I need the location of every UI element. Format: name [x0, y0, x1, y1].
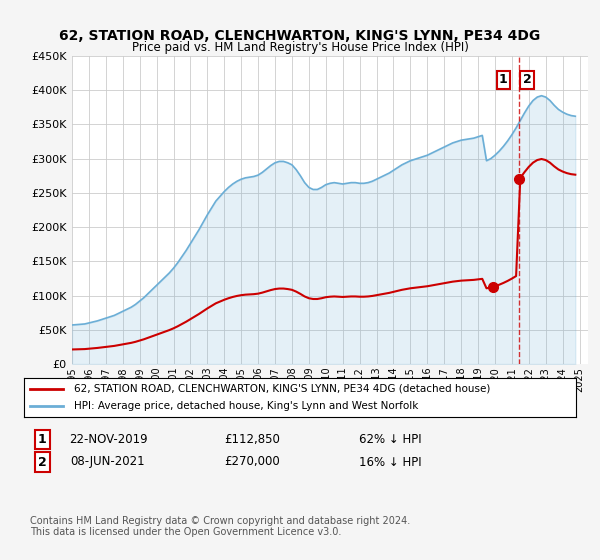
Text: 62% ↓ HPI: 62% ↓ HPI: [359, 433, 421, 446]
Text: 1: 1: [38, 433, 46, 446]
Text: £112,850: £112,850: [224, 433, 280, 446]
Text: Contains HM Land Registry data © Crown copyright and database right 2024.
This d: Contains HM Land Registry data © Crown c…: [30, 516, 410, 537]
Text: 2: 2: [523, 73, 532, 86]
Text: 62, STATION ROAD, CLENCHWARTON, KING'S LYNN, PE34 4DG (detached house): 62, STATION ROAD, CLENCHWARTON, KING'S L…: [74, 384, 490, 394]
Text: 22-NOV-2019: 22-NOV-2019: [68, 433, 148, 446]
Text: 1: 1: [499, 73, 508, 86]
Text: 16% ↓ HPI: 16% ↓ HPI: [359, 455, 421, 469]
Text: 62, STATION ROAD, CLENCHWARTON, KING'S LYNN, PE34 4DG: 62, STATION ROAD, CLENCHWARTON, KING'S L…: [59, 29, 541, 44]
Text: HPI: Average price, detached house, King's Lynn and West Norfolk: HPI: Average price, detached house, King…: [74, 401, 418, 411]
Text: £270,000: £270,000: [224, 455, 280, 469]
Text: 2: 2: [38, 455, 46, 469]
Text: Price paid vs. HM Land Registry's House Price Index (HPI): Price paid vs. HM Land Registry's House …: [131, 41, 469, 54]
Text: 08-JUN-2021: 08-JUN-2021: [71, 455, 145, 469]
